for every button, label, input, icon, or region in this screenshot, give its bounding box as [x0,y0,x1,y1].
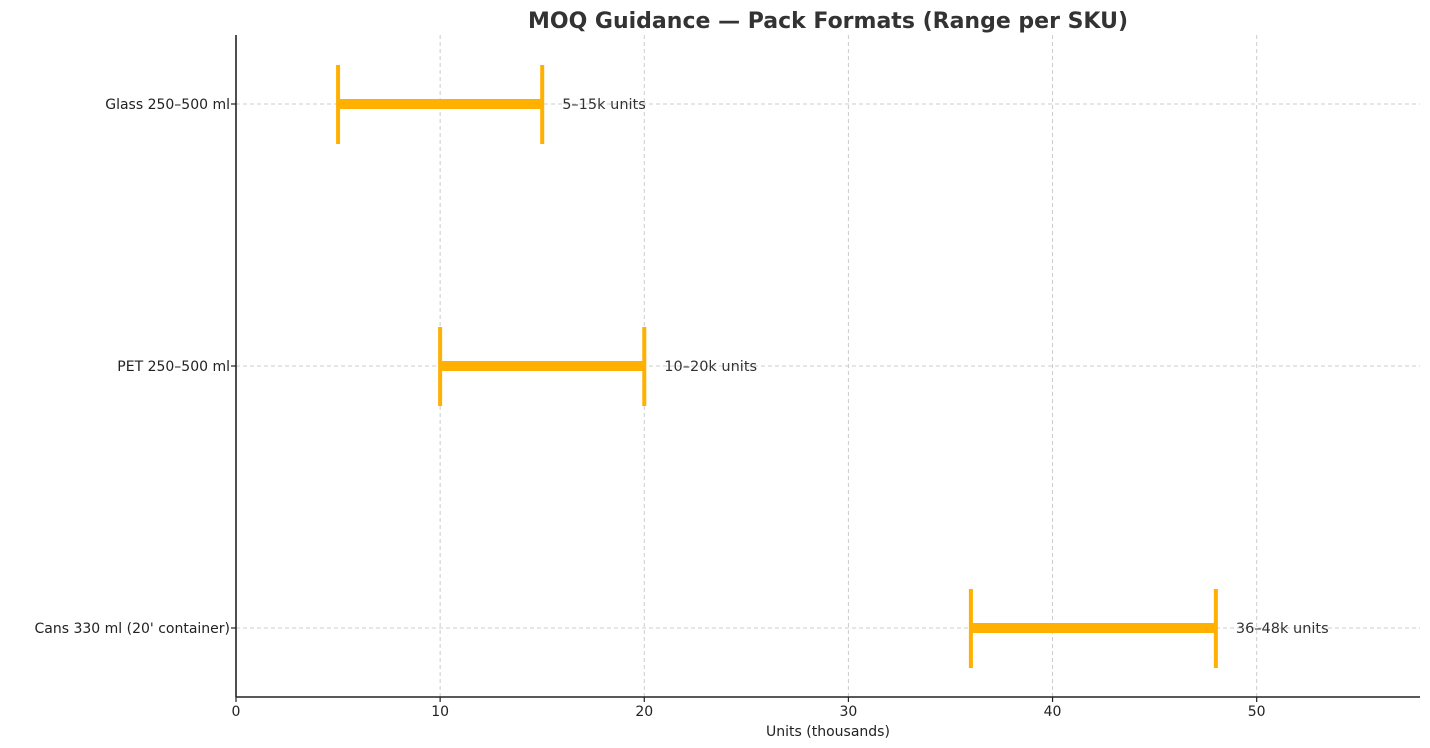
range-value-label: 5–15k units [562,97,646,113]
x-tick-label: 50 [1248,704,1266,720]
x-tick-label: 40 [1044,704,1062,720]
y-tick-label: PET 250–500 ml [117,359,230,375]
range-bar: 5–15k units [336,65,646,144]
axes: 0 10 20 30 40 50 Glass 250–500 ml PET 250–500 m… [35,35,1420,720]
range-value-label: 10–20k units [664,359,757,375]
chart-title: MOQ Guidance — Pack Formats (Range per S… [528,9,1128,34]
x-tick-label: 20 [635,704,653,720]
gridlines [236,35,1420,697]
x-tick-label: 10 [431,704,449,720]
range-bar: 10–20k units [438,327,757,406]
range-value-label: 36–48k units [1236,621,1329,637]
x-tick-label: 30 [839,704,857,720]
y-tick-label: Cans 330 ml (20' container) [35,621,231,637]
x-axis-label: Units (thousands) [766,724,890,740]
x-tick-label: 0 [232,704,241,720]
y-tick-label: Glass 250–500 ml [105,97,230,113]
range-bars: 5–15k units 10–20k units 36–48k units [336,65,1329,668]
range-bar: 36–48k units [968,589,1329,668]
